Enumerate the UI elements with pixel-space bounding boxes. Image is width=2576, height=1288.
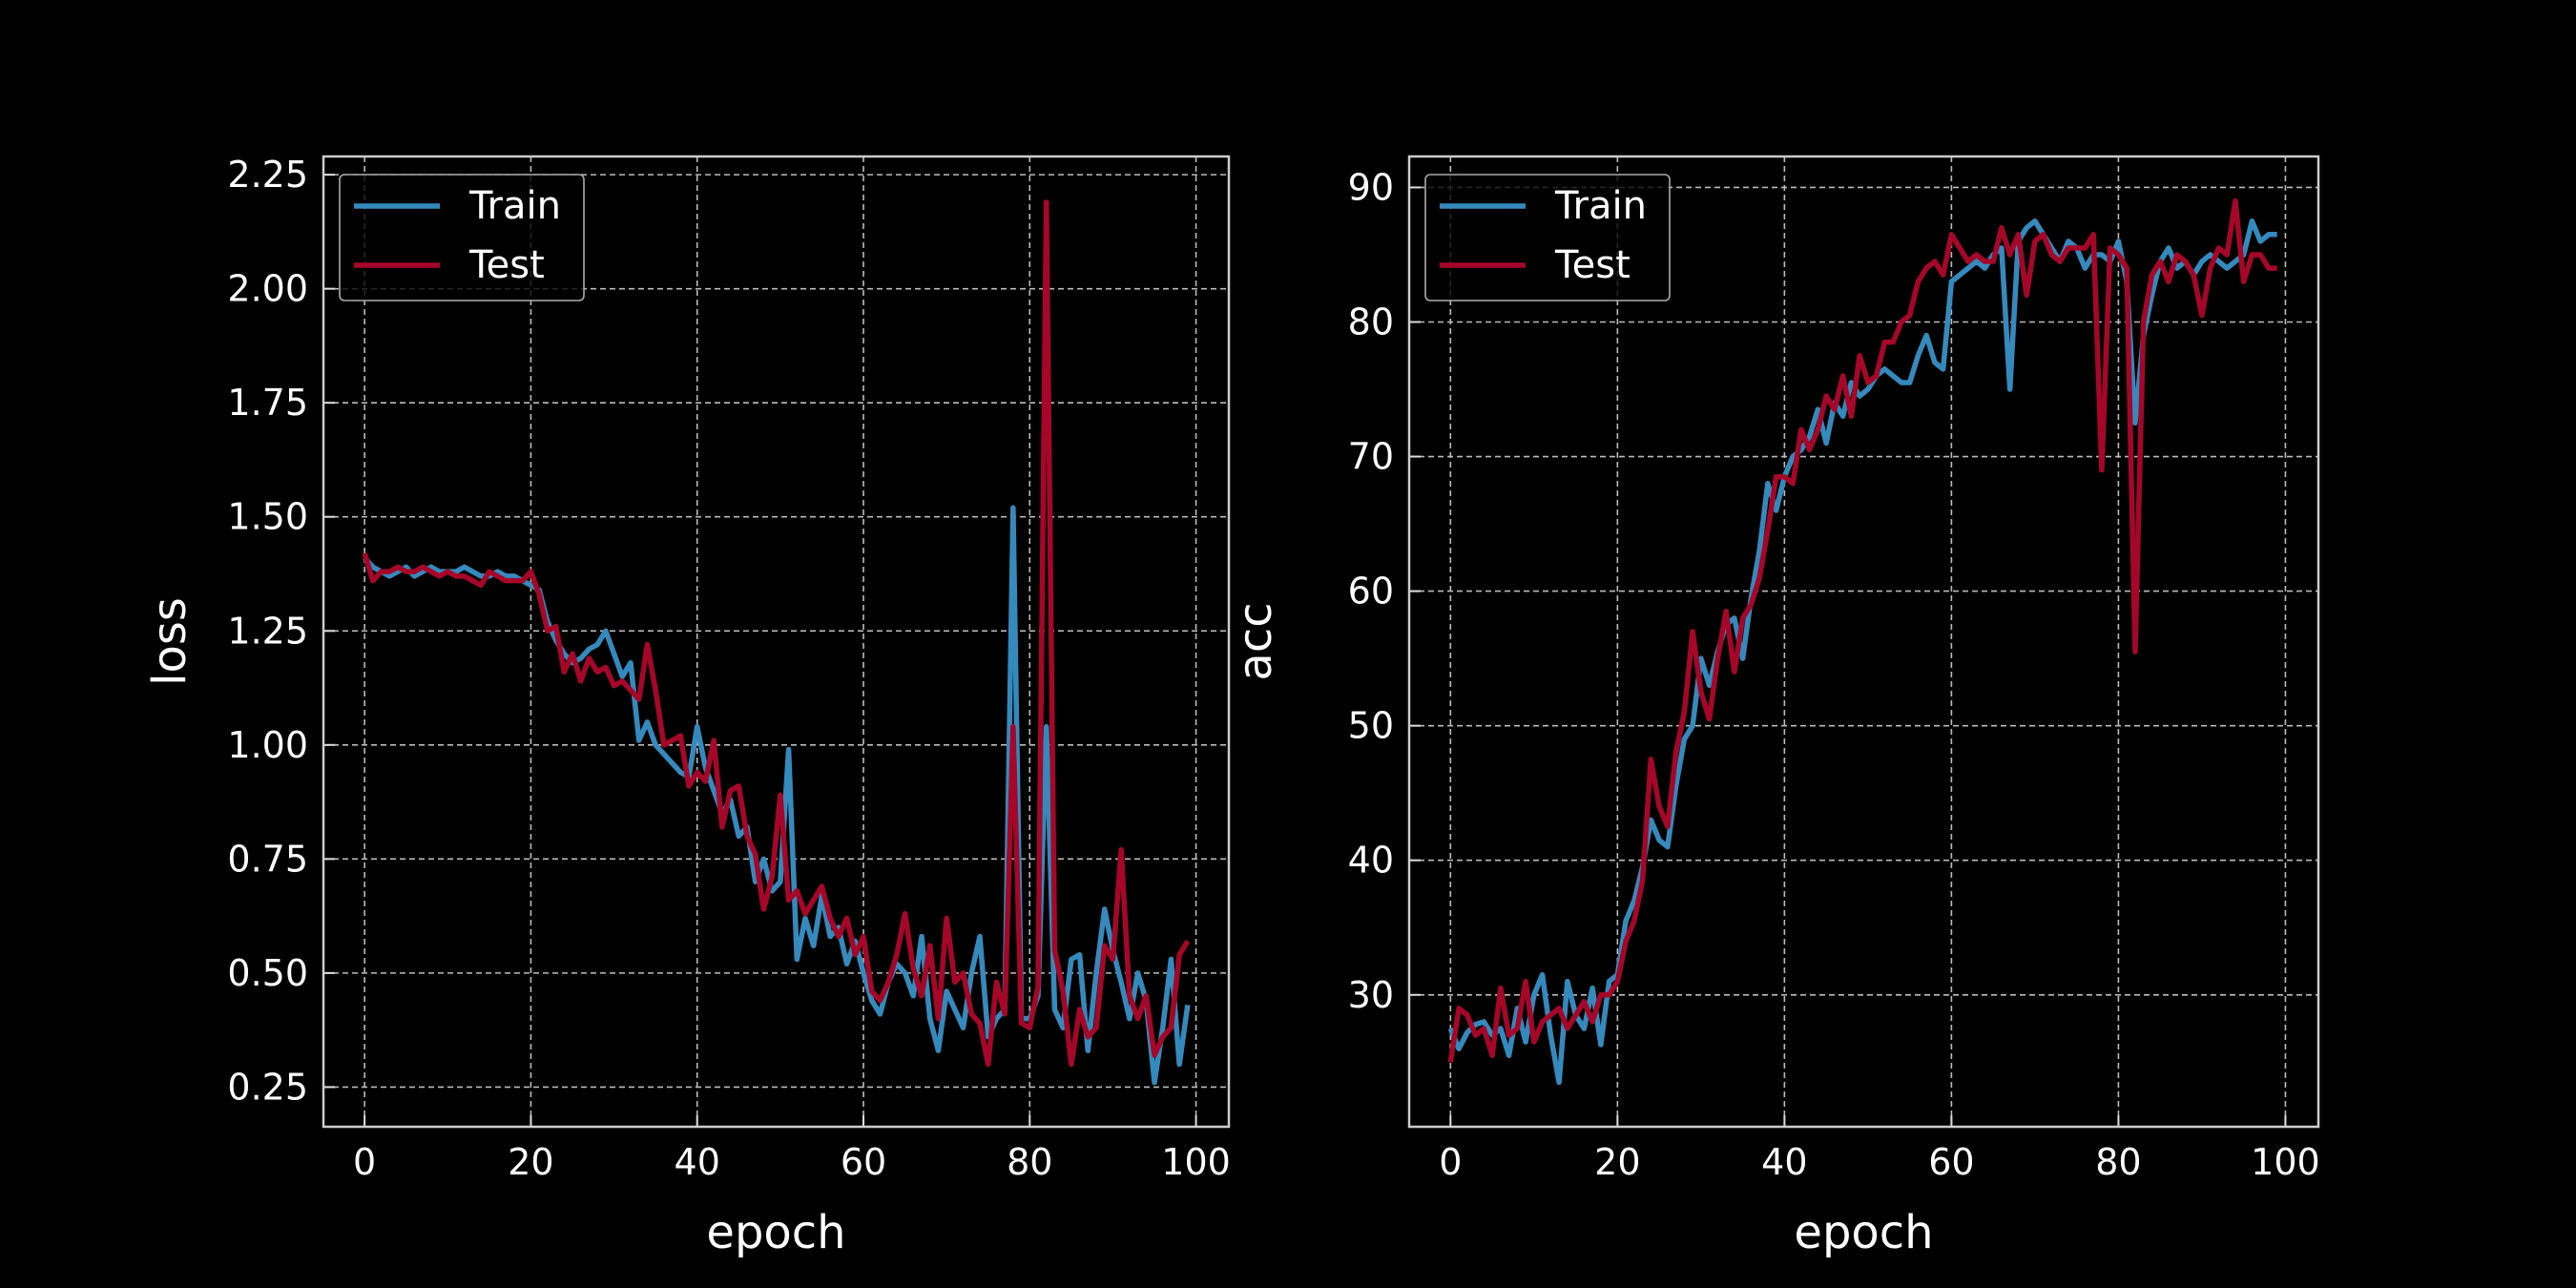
axes-frame xyxy=(322,155,1231,1129)
legend-label: Train xyxy=(468,184,561,228)
x-tick-label: 20 xyxy=(508,1141,553,1183)
subplot: 0 20 40 60 80 100 30 40 50 60 70 80 90 epoch acc Train T… xyxy=(1229,155,2320,1259)
legend-label: Test xyxy=(1554,243,1631,287)
y-tick-label: 70 xyxy=(1348,436,1394,478)
y-tick-label: 0.75 xyxy=(227,838,308,880)
data-line xyxy=(1447,197,2277,1063)
y-tick-label: 90 xyxy=(1348,166,1394,208)
axes-frame xyxy=(1407,155,2320,1129)
data-line xyxy=(363,505,1191,1086)
legend-label: Test xyxy=(468,243,545,287)
y-tick-label: 0.25 xyxy=(227,1066,308,1108)
x-tick-label: 20 xyxy=(1594,1141,1640,1183)
y-tick-label: 30 xyxy=(1348,974,1394,1016)
x-tick-label: 100 xyxy=(1161,1141,1231,1183)
y-tick-label: 2.00 xyxy=(227,268,308,310)
legend-label: Train xyxy=(1554,184,1647,228)
subplot: 0 20 40 60 80 100 0.25 0.50 0.75 1.00 1.25 1.50 1.75… xyxy=(143,154,1231,1259)
y-tick-label: 1.25 xyxy=(227,610,308,652)
y-tick-label: 1.00 xyxy=(227,724,308,766)
plot-lines xyxy=(362,199,1191,1086)
x-tick-label: 80 xyxy=(2095,1141,2141,1183)
data-line xyxy=(362,199,1191,1068)
x-tick-label: 0 xyxy=(1439,1141,1462,1183)
y-tick-label: 60 xyxy=(1348,571,1394,613)
y-tick-label: 80 xyxy=(1348,301,1394,343)
x-axis-label: epoch xyxy=(706,1206,845,1259)
x-tick-label: 40 xyxy=(1761,1141,1807,1183)
y-axis-label: acc xyxy=(1229,602,1282,680)
x-tick-label: 0 xyxy=(353,1141,376,1183)
y-tick-label: 1.50 xyxy=(227,496,308,538)
y-tick-label: 50 xyxy=(1348,705,1394,747)
x-tick-label: 100 xyxy=(2251,1141,2320,1183)
x-tick-label: 80 xyxy=(1007,1141,1052,1183)
plot-lines xyxy=(1447,197,2277,1086)
y-tick-label: 0.50 xyxy=(227,952,308,994)
y-tick-label: 2.25 xyxy=(227,154,308,196)
x-tick-label: 60 xyxy=(1928,1141,1974,1183)
y-axis-label: loss xyxy=(143,597,197,686)
y-tick-label: 1.75 xyxy=(227,382,308,424)
x-axis-label: epoch xyxy=(1794,1206,1933,1259)
x-tick-label: 60 xyxy=(841,1141,886,1183)
y-tick-label: 40 xyxy=(1348,840,1394,882)
x-tick-label: 40 xyxy=(675,1141,720,1183)
